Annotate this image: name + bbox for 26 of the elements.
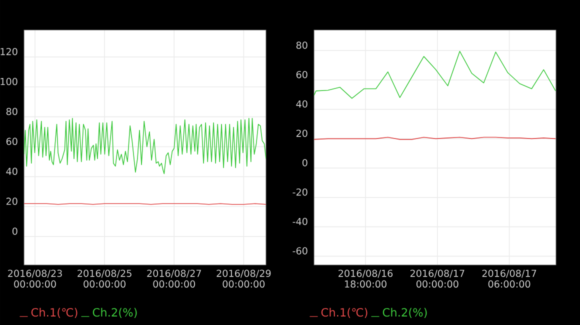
- x-tick-label: 2016/08/23 00:00:00: [8, 270, 62, 288]
- y-tick-label: 20: [296, 130, 308, 137]
- legend-label: Ch.2(%): [92, 308, 137, 318]
- y-tick-label: 80: [6, 108, 18, 116]
- x-tick-label: 2016/08/25 00:00:00: [78, 270, 132, 288]
- x-tick-label: 2016/08/27 00:00:00: [147, 270, 201, 288]
- legend-label: Ch.1(℃): [31, 308, 78, 318]
- y-tick-label: 120: [0, 48, 18, 56]
- y-tick-label: 60: [6, 138, 18, 146]
- legend-label: Ch.1(℃): [321, 308, 368, 318]
- y-tick-label: -20: [292, 188, 308, 196]
- y-tick-label: 80: [296, 42, 308, 49]
- x-tick-label: 2016/08/17 06:00:00: [482, 270, 536, 288]
- legend-label: Ch.2(%): [382, 308, 427, 318]
- y-tick-label: 0: [302, 159, 308, 166]
- y-tick-label: 20: [6, 198, 18, 205]
- y-tick-label: -60: [292, 247, 308, 254]
- x-tick-label: 2016/08/17 00:00:00: [410, 270, 464, 288]
- y-tick-label: 40: [6, 168, 18, 175]
- x-tick-label: 2016/08/29 00:00:00: [216, 270, 271, 288]
- y-tick-label: -40: [292, 218, 308, 226]
- y-tick-label: 40: [296, 100, 308, 108]
- x-tick-label: 2016/08/16 18:00:00: [338, 270, 393, 288]
- y-tick-label: 100: [0, 78, 18, 86]
- y-tick-label: 0: [12, 228, 18, 235]
- y-tick-label: 60: [296, 70, 308, 78]
